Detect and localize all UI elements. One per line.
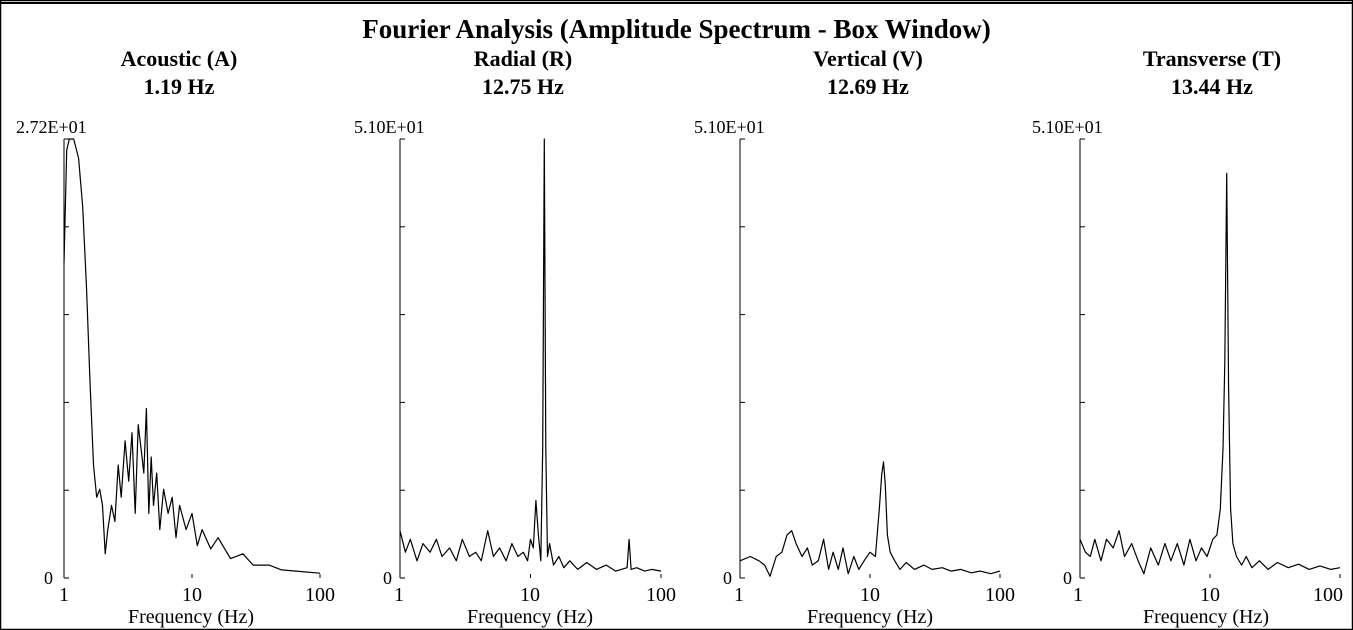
panel-title-acoustic: Acoustic (A): [120, 46, 238, 71]
x-axis-label-vertical: Frequency (Hz): [806, 606, 934, 628]
spectrum-panel-vertical: [739, 138, 1001, 579]
x-tick-label-radial-10: 10: [520, 584, 540, 606]
panel-peak-radial: 12.75 Hz: [482, 74, 564, 99]
x-tick-label-transverse-1: 1: [1073, 584, 1083, 606]
x-tick-label-acoustic-100: 100: [305, 584, 335, 606]
y-zero-label-radial: 0: [383, 568, 392, 588]
x-axis-label-radial: Frequency (Hz): [466, 606, 594, 628]
spectrum-line-radial: [399, 138, 662, 572]
panel-peak-vertical: 12.69 Hz: [827, 74, 909, 99]
x-axis-label-transverse: Frequency (Hz): [1142, 606, 1270, 628]
y-zero-label-vertical: 0: [723, 568, 732, 588]
x-axis-label-acoustic: Frequency (Hz): [127, 606, 255, 628]
x-tick-label-acoustic-1: 1: [59, 584, 69, 606]
panel-peak-acoustic: 1.19 Hz: [143, 74, 215, 99]
panel-peak-transverse: 13.44 Hz: [1171, 74, 1253, 99]
panel-title-vertical: Vertical (V): [813, 46, 923, 71]
panel-title-transverse: Transverse (T): [1142, 46, 1282, 71]
spectrum-line-acoustic: [63, 138, 321, 574]
x-tick-label-vertical-100: 100: [985, 584, 1015, 606]
figure-title: Fourier Analysis (Amplitude Spectrum - B…: [362, 14, 991, 44]
y-max-label-acoustic: 2.72E+01: [16, 117, 87, 137]
y-max-label-transverse: 5.10E+01: [1032, 117, 1103, 137]
x-tick-label-transverse-10: 10: [1200, 584, 1220, 606]
spectrum-line-vertical: [739, 461, 1001, 577]
spectrum-line-transverse: [1079, 172, 1341, 575]
x-tick-label-vertical-1: 1: [734, 584, 744, 606]
x-tick-label-radial-1: 1: [394, 584, 404, 606]
x-tick-label-acoustic-10: 10: [182, 584, 202, 606]
y-zero-label-acoustic: 0: [44, 568, 53, 588]
panel-title-radial: Radial (R): [473, 46, 573, 71]
spectrum-panel-acoustic: [63, 138, 321, 579]
x-tick-label-transverse-100: 100: [1313, 584, 1343, 606]
y-zero-label-transverse: 0: [1063, 568, 1072, 588]
panels-layer: [63, 138, 1341, 579]
x-tick-label-vertical-10: 10: [860, 584, 880, 606]
x-tick-label-radial-100: 100: [646, 584, 676, 606]
spectrum-panel-transverse: [1079, 138, 1341, 579]
y-max-label-vertical: 5.10E+01: [694, 117, 765, 137]
spectrum-panel-radial: [399, 138, 662, 579]
y-max-label-radial: 5.10E+01: [354, 117, 425, 137]
